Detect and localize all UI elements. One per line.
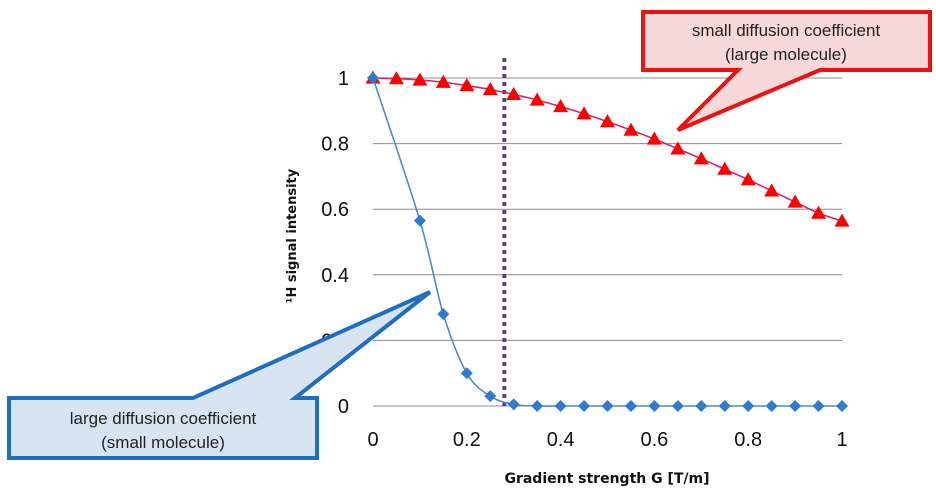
data-series — [365, 70, 850, 412]
series-1-point-2 — [437, 308, 450, 321]
callout-small-molecule-line1: large diffusion coefficient — [70, 409, 257, 428]
x-tick-label-5: 1 — [836, 429, 847, 451]
series-0-point-17 — [764, 183, 780, 197]
series-1-point-3 — [460, 367, 473, 380]
y-tick-label-3: 0.6 — [321, 199, 349, 221]
series-1-point-7 — [554, 400, 567, 412]
series-1-point-12 — [671, 400, 684, 412]
series-0-point-11 — [623, 122, 639, 136]
series-0-line — [372, 77, 843, 222]
series-1-point-6 — [531, 400, 544, 412]
x-tick-label-1: 0.2 — [453, 429, 481, 451]
series-1-point-1 — [413, 214, 426, 227]
y-axis-title: ¹H signal intensity — [285, 168, 300, 303]
y-tick-label-4: 0.8 — [321, 134, 349, 156]
callout-large-molecule: small diffusion coefficient (large molec… — [641, 10, 932, 132]
x-tick-label-0: 0 — [367, 429, 378, 451]
series-0-point-4 — [459, 78, 475, 92]
callout-large-molecule-line1: small diffusion coefficient — [692, 21, 881, 40]
series-1-point-4 — [484, 390, 497, 403]
series-0-point-9 — [576, 106, 592, 120]
series-0-point-13 — [670, 141, 686, 155]
x-axis-title: Gradient strength G [T/m] — [504, 471, 709, 487]
series-1-point-17 — [789, 400, 802, 412]
series-0-point-8 — [553, 99, 569, 113]
callout-large-molecule-shape — [641, 10, 932, 132]
series-1-point-10 — [624, 400, 637, 412]
series-0-point-3 — [435, 74, 451, 88]
series-1-point-18 — [812, 400, 825, 412]
x-tick-label-2: 0.4 — [547, 429, 575, 451]
x-tick-labels: 0 0.2 0.4 0.6 0.8 1 — [367, 429, 847, 451]
callout-large-molecule-line2: (large molecule) — [725, 45, 847, 64]
y-tick-labels: 00.20.40.60.81 — [321, 68, 349, 418]
series-0-point-14 — [693, 151, 709, 165]
series-1-point-19 — [836, 400, 848, 412]
series-1-point-8 — [578, 400, 591, 412]
y-tick-label-2: 0.4 — [321, 265, 349, 287]
series-1-point-16 — [765, 400, 778, 412]
series-0-point-16 — [740, 172, 756, 186]
series-1-point-13 — [695, 400, 708, 412]
series-1-point-0 — [367, 72, 379, 84]
series-1-point-14 — [718, 400, 731, 412]
series-0-point-12 — [646, 131, 662, 145]
series-1-point-5 — [507, 398, 520, 411]
callout-small-molecule-shape — [7, 290, 432, 460]
series-1-point-9 — [601, 400, 614, 412]
series-0-point-7 — [529, 92, 545, 106]
y-tick-label-0: 0 — [338, 396, 349, 418]
x-tick-label-4: 0.8 — [734, 429, 762, 451]
series-0-point-6 — [506, 86, 522, 101]
y-tick-label-5: 1 — [338, 68, 349, 90]
callout-small-molecule: large diffusion coefficient (small molec… — [7, 290, 432, 460]
series-0-point-20 — [834, 213, 850, 227]
series-1-point-11 — [648, 400, 661, 412]
series-0-point-1 — [388, 71, 404, 85]
series-0-point-15 — [717, 161, 733, 175]
series-0-point-10 — [600, 114, 615, 128]
series-1-point-15 — [742, 400, 755, 412]
series-0-point-18 — [787, 194, 803, 208]
series-0-point-5 — [482, 81, 498, 96]
series-0-point-19 — [811, 205, 827, 219]
x-tick-label-3: 0.6 — [640, 429, 668, 451]
series-0-point-2 — [412, 72, 428, 86]
callout-small-molecule-line2: (small molecule) — [101, 433, 225, 452]
